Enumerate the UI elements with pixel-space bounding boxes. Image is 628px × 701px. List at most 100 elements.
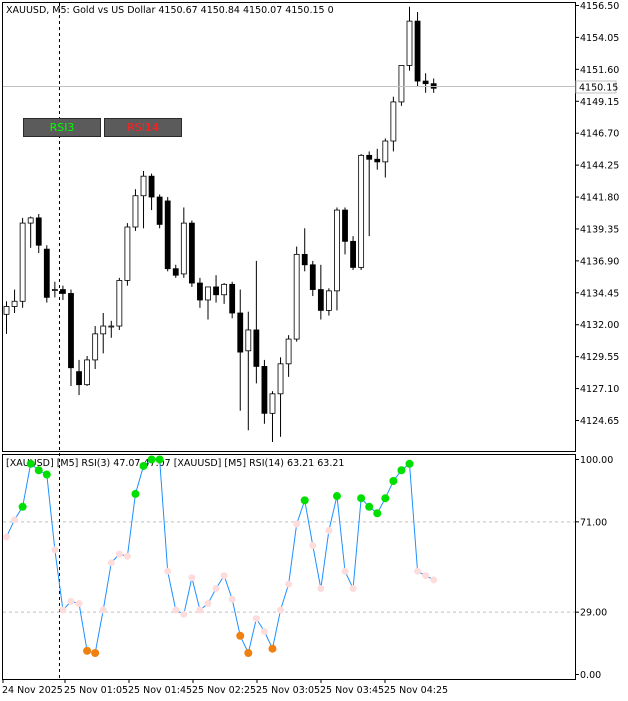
candle	[342, 207, 348, 255]
candle	[245, 311, 252, 431]
price-axis: 4156.50 4154.05 4151.60 4149.15 4146.70 4144.…	[575, 1, 619, 427]
candle-body	[269, 393, 276, 414]
main-chart-frame[interactable]	[2, 2, 576, 452]
candle-body	[43, 248, 50, 298]
candle	[205, 286, 211, 320]
rsi3-point	[422, 572, 430, 580]
rsi3-button[interactable]: RSI3	[23, 118, 101, 137]
candle-body	[366, 154, 373, 160]
price-axis-label: 4134.45	[580, 288, 619, 299]
rsi3-point	[99, 606, 107, 614]
candle-body	[374, 158, 381, 163]
rsi3-point	[18, 502, 27, 511]
rsi3-point	[196, 606, 204, 614]
candle	[374, 148, 381, 170]
rsi-panel-frame[interactable]	[2, 454, 576, 680]
candle-body	[358, 154, 365, 268]
candle	[19, 217, 26, 308]
time-axis-label: 25 Nov 04:25	[384, 685, 448, 696]
candle	[301, 228, 308, 272]
candle-body	[277, 363, 284, 395]
rsi3-point	[67, 597, 75, 605]
candle	[390, 96, 397, 152]
price-axis-label: 4146.70	[580, 129, 619, 140]
rsi-panel-header: [XAUUSD] [M5] RSI(3) 47.07 47.07 [XAUUSD…	[6, 458, 344, 469]
candle	[422, 73, 429, 93]
rsi3-point	[332, 492, 341, 501]
candle	[132, 189, 139, 231]
price-axis-label: 4151.60	[580, 65, 619, 76]
candle	[366, 151, 373, 237]
candle-body	[92, 333, 99, 361]
candle-body	[100, 325, 107, 335]
candle	[358, 154, 365, 271]
rsi3-point	[164, 567, 172, 575]
rsi3-point	[317, 585, 325, 592]
candle	[350, 236, 356, 271]
candle-body	[245, 329, 252, 352]
rsi3-point	[42, 470, 51, 479]
candle	[229, 281, 236, 319]
rsi3-point	[349, 585, 357, 592]
candle-body	[188, 222, 195, 284]
price-axis-label: 4149.15	[580, 97, 619, 108]
candle	[277, 357, 284, 437]
candle-body	[406, 20, 413, 66]
price-axis-label: 4156.50	[580, 1, 619, 12]
rsi-axis: 100.00 71.00 29.00 0.00	[575, 455, 613, 681]
price-axis-label: 4136.90	[580, 256, 619, 267]
candle-body	[3, 306, 10, 315]
price-axis-label: 4132.00	[580, 320, 619, 331]
time-axis: 24 Nov 2025 25 Nov 01:05 25 Nov 01:45 25 No…	[2, 679, 448, 696]
rsi14-button-label: RSI14	[127, 121, 159, 134]
rsi3-point	[204, 600, 212, 608]
candle-body	[19, 222, 26, 302]
rsi3-point	[228, 595, 236, 603]
candle-body	[11, 300, 18, 307]
candle-body	[390, 101, 397, 142]
candle	[100, 313, 107, 354]
rsi3-point	[3, 533, 10, 541]
candle-body	[317, 289, 324, 311]
rsi3-point	[285, 580, 293, 588]
candle-body	[148, 175, 155, 198]
candle-body	[51, 289, 58, 291]
candle-body	[237, 312, 244, 353]
rsi3-point	[244, 649, 253, 657]
rsi3-point	[268, 644, 277, 653]
candle-body	[398, 65, 405, 103]
rsi3-point	[277, 606, 285, 614]
candle-body	[325, 290, 332, 311]
rsi3-point	[300, 496, 309, 505]
rsi3-point	[293, 520, 301, 528]
candle-body	[430, 83, 437, 89]
candle-body	[382, 140, 389, 163]
candle	[188, 220, 195, 287]
candle-body	[124, 226, 131, 281]
candle	[60, 285, 66, 300]
candle	[406, 6, 413, 71]
candle	[221, 283, 228, 304]
time-axis-label: 25 Nov 01:45	[128, 685, 192, 696]
candle-body	[221, 283, 228, 296]
candle	[285, 335, 292, 377]
rsi3-point	[389, 477, 398, 485]
rsi3-point	[397, 466, 406, 475]
rsi3-point	[188, 574, 196, 582]
candle	[51, 281, 58, 298]
candle-body	[68, 293, 74, 369]
candle	[11, 289, 18, 314]
rsi-axis-label: 100.00	[580, 455, 613, 466]
candle-body	[309, 264, 316, 290]
rsi3-point	[34, 466, 43, 475]
candle	[172, 264, 179, 278]
candle	[398, 65, 405, 106]
rsi14-button[interactable]: RSI14	[104, 118, 182, 137]
price-axis-label: 4144.25	[580, 161, 619, 172]
candle-body	[422, 80, 429, 85]
candle-body	[27, 217, 34, 224]
candle-body	[229, 283, 236, 314]
candle-body	[350, 240, 356, 268]
candle	[27, 216, 34, 248]
